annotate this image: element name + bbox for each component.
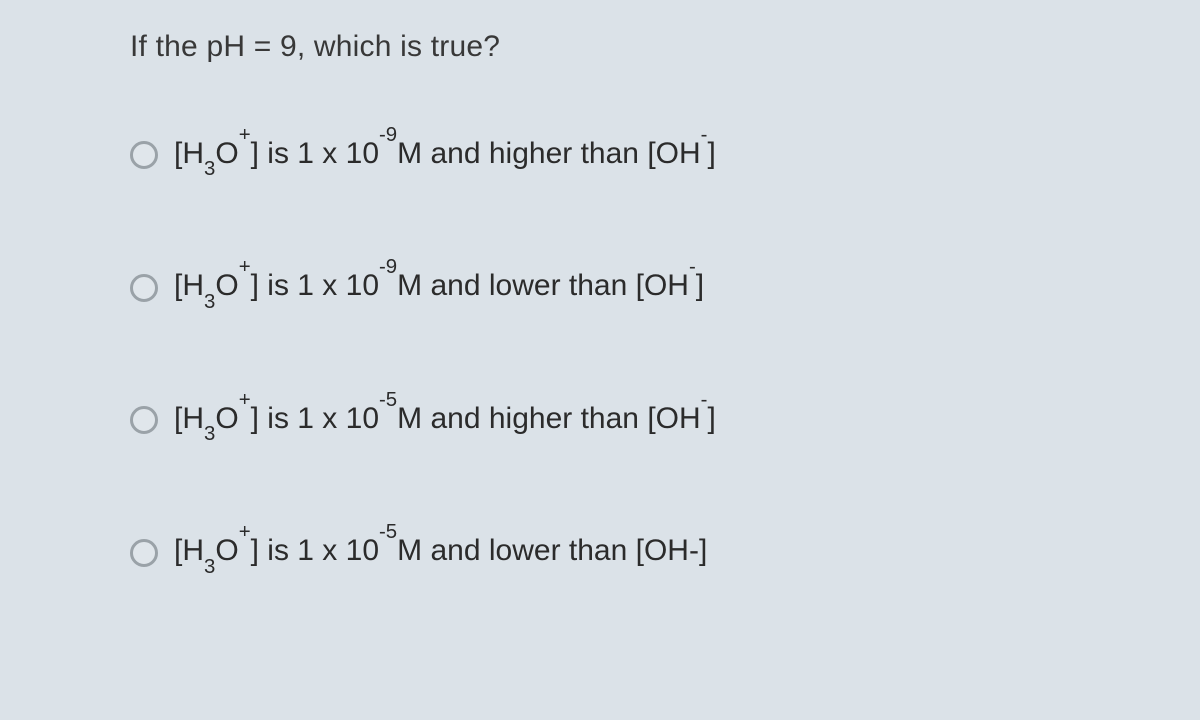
option-row-2[interactable]: [H3O+] is 1 x 10-9M and lower than [OH-]: [130, 266, 1190, 308]
option-label: [H3O+] is 1 x 10-5M and lower than [OH-]: [174, 531, 707, 573]
option-row-4[interactable]: [H3O+] is 1 x 10-5M and lower than [OH-]: [130, 531, 1190, 573]
option-row-1[interactable]: [H3O+] is 1 x 10-9M and higher than [OH-…: [130, 134, 1190, 176]
radio-icon[interactable]: [130, 539, 158, 567]
option-label: [H3O+] is 1 x 10-9M and lower than [OH-]: [174, 266, 704, 308]
radio-icon[interactable]: [130, 406, 158, 434]
option-label: [H3O+] is 1 x 10-9M and higher than [OH-…: [174, 134, 716, 176]
question-text: If the pH = 9, which is true?: [130, 30, 1190, 64]
option-label: [H3O+] is 1 x 10-5M and higher than [OH-…: [174, 399, 716, 441]
radio-icon[interactable]: [130, 274, 158, 302]
options-group: [H3O+] is 1 x 10-9M and higher than [OH-…: [130, 134, 1190, 574]
radio-icon[interactable]: [130, 141, 158, 169]
option-row-3[interactable]: [H3O+] is 1 x 10-5M and higher than [OH-…: [130, 399, 1190, 441]
